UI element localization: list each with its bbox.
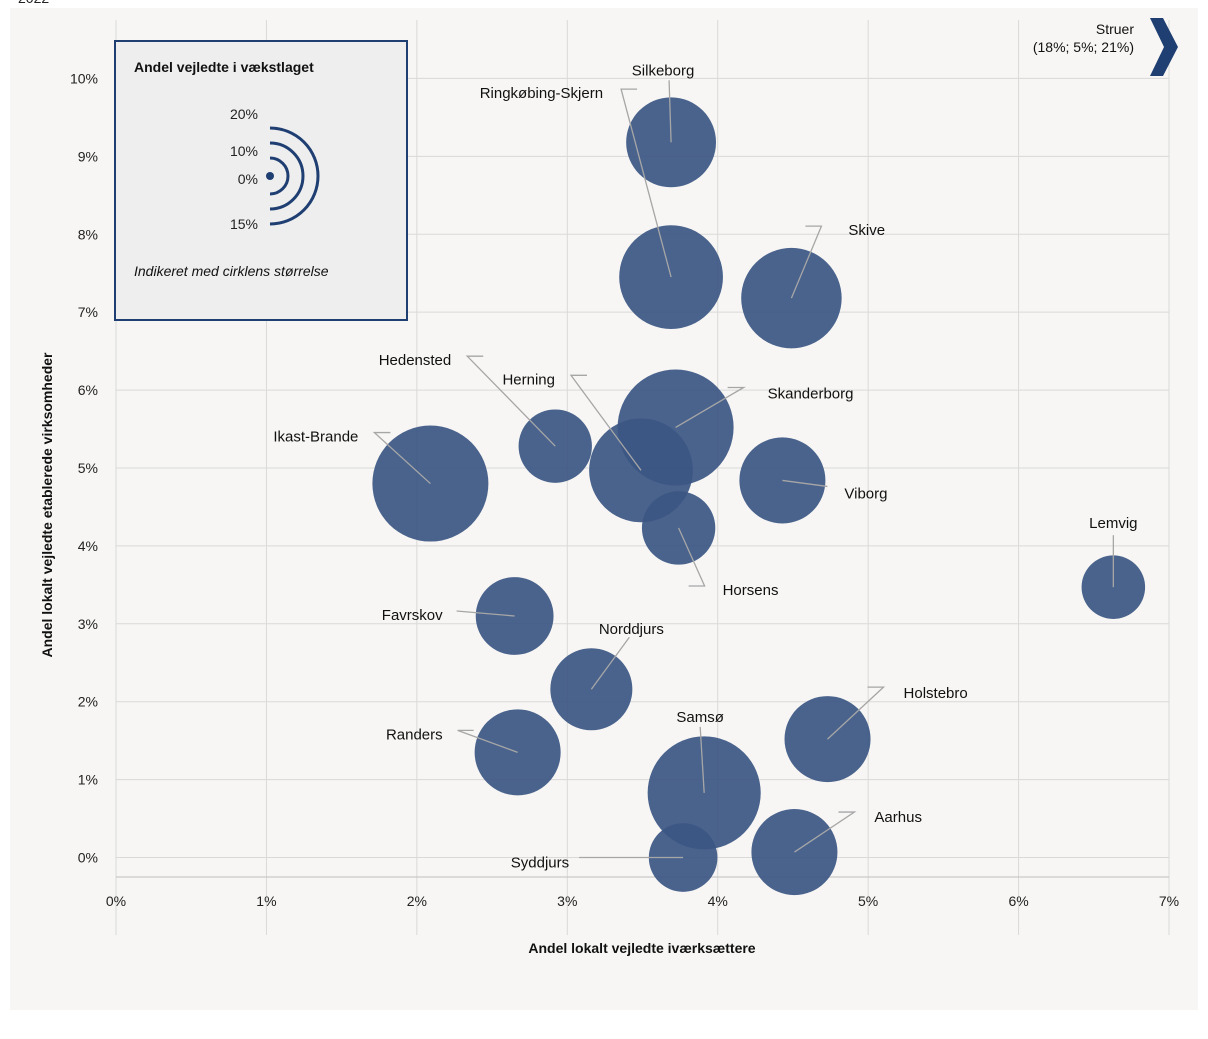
x-tick-label: 6% xyxy=(1008,893,1028,909)
offscale-point-values: (18%; 5%; 21%) xyxy=(1032,39,1134,55)
leader-line xyxy=(794,811,857,853)
legend-arc xyxy=(269,141,305,211)
legend-title: Andel vejledte i vækstlaget xyxy=(134,59,314,75)
y-tick-label: 7% xyxy=(78,304,98,320)
legend-scale-label: 10% xyxy=(230,143,258,159)
bubble-ringkøbing-skjern xyxy=(619,225,723,329)
bubble-skive xyxy=(741,247,842,349)
size-legend: Andel vejledte i vækstlaget 20% 10% 0% 15% … xyxy=(114,40,408,321)
bubble-label: Favrskov xyxy=(382,607,443,624)
legend-note: Indikeret med cirklens størrelse xyxy=(134,263,329,279)
bubble-label: Aarhus xyxy=(874,809,922,826)
y-tick-label: 5% xyxy=(78,460,98,476)
bubble-label: Viborg xyxy=(844,485,887,502)
legend-scale-label: 20% xyxy=(230,106,258,122)
header-fragment: 2022 xyxy=(18,0,49,6)
leader-line xyxy=(590,636,630,690)
grid xyxy=(115,20,1170,935)
bubbles xyxy=(372,97,1146,896)
leader-lines xyxy=(372,80,1114,859)
bubble-label: Silkeborg xyxy=(632,62,695,79)
legend-arc xyxy=(266,172,274,180)
bubble-label: Skive xyxy=(848,222,885,239)
offscale-point-name: Struer xyxy=(1095,21,1134,37)
y-tick-label: 10% xyxy=(70,70,98,86)
x-axis-title: Andel lokalt vejledte iværksættere xyxy=(528,940,755,956)
y-tick-label: 8% xyxy=(78,226,98,242)
bubble-label: Samsø xyxy=(676,709,724,726)
leader-line xyxy=(790,225,823,299)
bubble-label: Ringkøbing-Skjern xyxy=(480,85,603,102)
leader-line xyxy=(569,374,642,471)
offscale-point-label: Struer (18%; 5%; 21%) xyxy=(1033,20,1134,56)
chevron-right-icon xyxy=(1150,18,1178,76)
y-tick-label: 9% xyxy=(78,148,98,164)
y-tick-label: 2% xyxy=(78,694,98,710)
legend-arcs: 20% 10% 0% 15% xyxy=(230,106,320,232)
leader-line xyxy=(465,355,556,447)
x-tick-label: 3% xyxy=(557,893,577,909)
axes: 0% 1% 2% 3% 4% 5% 6% 7% 0% 1% 2% 3% 4% 5% 6% 7% 8% 9% 10% xyxy=(70,70,1179,909)
y-tick-label: 4% xyxy=(78,538,98,554)
leader-line xyxy=(457,729,518,753)
bubble-label: Holstebro xyxy=(904,685,968,702)
leader-line xyxy=(782,479,828,488)
y-tick-label: 6% xyxy=(78,382,98,398)
legend-arc xyxy=(269,156,290,196)
y-tick-label: 3% xyxy=(78,616,98,632)
y-axis-title: Andel lokalt vejledte etablerede virksom… xyxy=(39,352,55,658)
x-tick-label: 4% xyxy=(708,893,728,909)
leader-line xyxy=(372,431,431,485)
x-tick-label: 5% xyxy=(858,893,878,909)
bubble-label: Skanderborg xyxy=(768,385,854,402)
legend-scale-label: 15% xyxy=(230,216,258,232)
leader-line xyxy=(699,726,705,793)
leader-line xyxy=(668,80,672,143)
bubble-label: Herning xyxy=(502,371,555,388)
x-tick-label: 0% xyxy=(106,893,126,909)
bubble-label: Lemvig xyxy=(1089,515,1137,532)
bubble-label: Norddjurs xyxy=(599,621,664,638)
bubble-lemvig xyxy=(1081,555,1146,619)
x-tick-label: 2% xyxy=(407,893,427,909)
leader-line xyxy=(620,88,672,278)
bubble-label: Hedensted xyxy=(379,352,452,369)
y-tick-label: 1% xyxy=(78,772,98,788)
bubble-label: Horsens xyxy=(723,582,779,599)
leader-line xyxy=(456,610,515,617)
leader-line xyxy=(827,686,886,740)
leader-line xyxy=(678,527,706,587)
bubble-holstebro xyxy=(784,696,871,783)
legend-arc xyxy=(269,126,320,226)
x-tick-label: 1% xyxy=(256,893,276,909)
legend-scale-label: 0% xyxy=(238,171,258,187)
bubble-label: Syddjurs xyxy=(511,855,569,872)
leader-line xyxy=(675,386,746,429)
y-tick-label: 0% xyxy=(78,850,98,866)
bubble-labels: Silkeborg Ringkøbing-Skjern Skive Skanderbo… xyxy=(273,62,1137,871)
bubble-label: Ikast-Brande xyxy=(273,429,358,446)
x-tick-label: 7% xyxy=(1159,893,1179,909)
bubble-label: Randers xyxy=(386,726,443,743)
